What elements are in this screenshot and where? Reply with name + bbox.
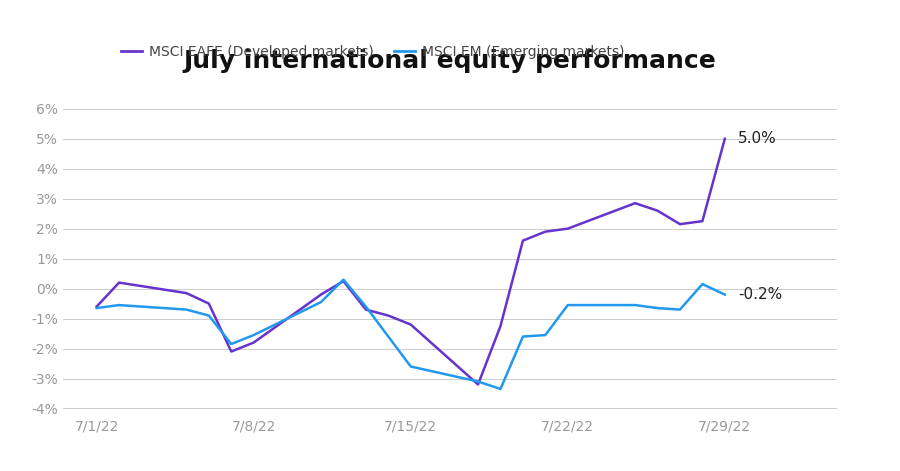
Title: July international equity performance: July international equity performance bbox=[184, 49, 716, 73]
Text: 5.0%: 5.0% bbox=[738, 131, 777, 146]
Legend: MSCI EAFE (Developed markets), MSCI EM (Emerging markets): MSCI EAFE (Developed markets), MSCI EM (… bbox=[115, 39, 630, 64]
Text: -0.2%: -0.2% bbox=[738, 287, 782, 302]
